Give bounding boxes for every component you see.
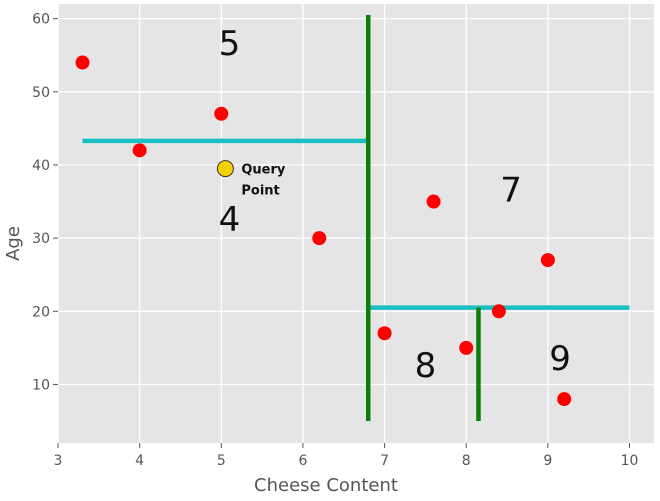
data-point (132, 143, 147, 158)
query-label-line-1: Query (241, 163, 286, 178)
query-point-marker (216, 160, 234, 178)
x-tick-label: 8 (462, 453, 471, 469)
data-point (540, 253, 555, 268)
region-label: 8 (415, 346, 437, 386)
data-point (557, 392, 572, 407)
query-label-line-2: Point (241, 184, 279, 199)
query-point-label: Query Point (241, 163, 286, 199)
data-point (426, 194, 441, 209)
x-tick-label: 7 (380, 453, 389, 469)
y-tick-label: 20 (32, 304, 50, 320)
y-tick-label: 40 (32, 158, 50, 174)
data-points (75, 55, 572, 407)
y-tick-label: 10 (32, 377, 50, 393)
tick-labels: 3 4 5 6 7 8 9 10 10 20 30 40 50 60 (32, 12, 638, 469)
grid-lines (57, 4, 654, 443)
x-tick-label: 5 (217, 453, 226, 469)
plot-background (58, 4, 654, 443)
x-tick-label: 3 (54, 453, 63, 469)
data-point (312, 231, 327, 246)
region-label: 4 (219, 200, 241, 240)
y-axis-title: Age (3, 226, 24, 261)
region-labels: Query Point 5 4 7 8 9 (219, 24, 571, 386)
y-tick-label: 50 (32, 85, 50, 101)
x-tick-label: 9 (543, 453, 552, 469)
data-point (459, 340, 474, 355)
region-label: 9 (549, 339, 571, 379)
x-tick-label: 10 (621, 453, 639, 469)
data-point (377, 326, 392, 341)
x-axis-title: Cheese Content (254, 475, 398, 496)
x-tick-label: 6 (298, 453, 307, 469)
region-label: 7 (500, 171, 522, 211)
y-tick-label: 60 (32, 12, 50, 28)
data-point (214, 106, 229, 121)
data-point (491, 304, 506, 319)
region-label: 5 (219, 24, 241, 64)
y-tick-label: 30 (32, 231, 50, 247)
data-point (75, 55, 90, 70)
x-tick-label: 4 (135, 453, 144, 469)
split-lines (82, 14, 630, 422)
